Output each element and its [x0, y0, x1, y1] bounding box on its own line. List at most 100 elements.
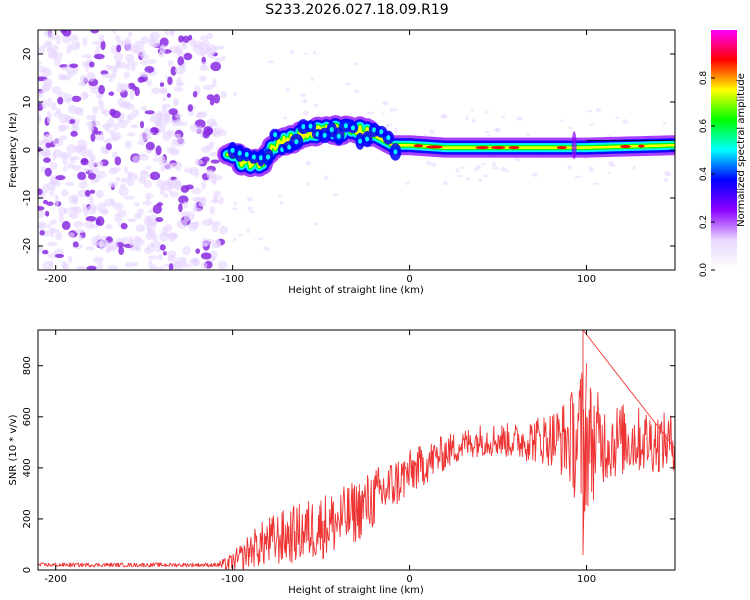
faint-dot: [559, 119, 564, 123]
noise-blob: [85, 246, 95, 251]
noise-blob: [95, 160, 104, 168]
noise-blob: [78, 266, 88, 270]
noise-blob: [199, 75, 207, 82]
noise-blob: [49, 161, 58, 170]
noise-blob: [64, 93, 73, 102]
noise-blob: [72, 164, 82, 171]
noise-blob: [86, 71, 96, 82]
faint-dot: [249, 210, 256, 214]
noise-blob: [188, 34, 193, 41]
colorbar-tick-label: 0.2: [699, 215, 709, 229]
noise-blob: [54, 196, 59, 207]
noise-blob: [201, 219, 213, 226]
noise-blob: [139, 131, 148, 142]
noise-blob: [87, 149, 94, 154]
noise-blob: [55, 231, 63, 241]
noise-blob: [60, 75, 70, 80]
noise-blob: [124, 261, 136, 268]
faint-dot: [289, 49, 295, 55]
faint-dot: [465, 177, 470, 181]
noise-blob: [69, 119, 76, 125]
noise-blob: [95, 175, 101, 182]
ridge-peak: [475, 146, 489, 150]
noise-blob: [43, 30, 53, 37]
noise-blob: [164, 163, 174, 171]
noise-blob: [111, 166, 122, 173]
noise-blob: [69, 155, 80, 161]
noise-blob: [127, 218, 137, 223]
noise-blob: [74, 145, 86, 153]
faint-dot: [531, 172, 539, 177]
noise-blob: [210, 61, 222, 72]
noise-blob: [206, 118, 217, 126]
noise-blob: [155, 247, 161, 253]
noise-blob: [209, 152, 220, 157]
noise-blob: [168, 108, 178, 116]
faint-dot: [501, 115, 506, 119]
noise-blob: [95, 189, 104, 199]
faint-dot: [456, 174, 463, 178]
noise-blob: [73, 220, 84, 228]
noise-blob: [189, 258, 200, 264]
snr-y-axis: 0 200 400 600 800: [22, 356, 675, 573]
noise-blob: [156, 202, 163, 207]
noise-blob: [95, 133, 101, 141]
noise-blob: [46, 201, 54, 206]
noise-blob: [118, 246, 125, 256]
faint-dot: [526, 133, 531, 137]
noise-blob: [72, 241, 79, 248]
ridge-knot-core: [251, 154, 256, 160]
noise-blob: [86, 205, 97, 215]
noise-blob: [60, 30, 67, 34]
noise-blob: [160, 88, 168, 94]
noise-blob: [183, 201, 188, 209]
noise-blob: [200, 262, 208, 269]
noise-blob: [142, 200, 152, 206]
ridge-knot-core: [258, 155, 263, 161]
noise-blob: [178, 203, 183, 213]
noise-blob: [146, 229, 157, 236]
noise-blob: [108, 91, 115, 96]
faint-dot: [663, 121, 667, 125]
noise-blob: [58, 52, 63, 59]
noise-blob: [71, 194, 79, 203]
noise-blob: [61, 260, 68, 269]
noise-blob: [177, 121, 189, 127]
faint-dot: [354, 89, 359, 93]
noise-blob: [120, 177, 127, 183]
noise-blob: [175, 81, 185, 87]
faint-dot: [471, 118, 476, 123]
noise-blob: [69, 63, 79, 69]
faint-dot: [460, 166, 465, 169]
noise-blob: [156, 118, 168, 128]
noise-blob: [143, 179, 152, 189]
noise-blob: [131, 108, 140, 118]
noise-blob: [182, 245, 191, 256]
noise-blob: [170, 66, 177, 76]
noise-blob: [61, 189, 69, 197]
noise-blob: [162, 96, 167, 102]
faint-dot: [465, 115, 469, 121]
faint-dot: [504, 169, 510, 173]
noise-blob: [98, 34, 105, 43]
noise-blob: [116, 116, 125, 124]
noise-blob: [161, 105, 167, 113]
ridge-streak: [571, 131, 577, 160]
noise-blob: [46, 241, 58, 247]
noise-blob: [146, 78, 152, 87]
noise-blob: [42, 133, 54, 144]
noise-blob: [100, 110, 107, 115]
noise-blob: [199, 65, 209, 71]
snr-x-tick-label: -200: [44, 574, 67, 585]
noise-blob: [140, 59, 149, 66]
noise-blob: [148, 260, 153, 269]
ridge-knot-core: [350, 125, 355, 131]
noise-blob: [134, 212, 141, 219]
faint-dot: [595, 108, 602, 113]
faint-dot: [470, 108, 474, 112]
faint-dot: [485, 110, 490, 114]
spectrogram-x-tick-label: -200: [44, 274, 67, 285]
noise-blob: [127, 31, 133, 38]
noise-blob: [152, 204, 162, 214]
ridge-knot-core: [322, 132, 327, 138]
